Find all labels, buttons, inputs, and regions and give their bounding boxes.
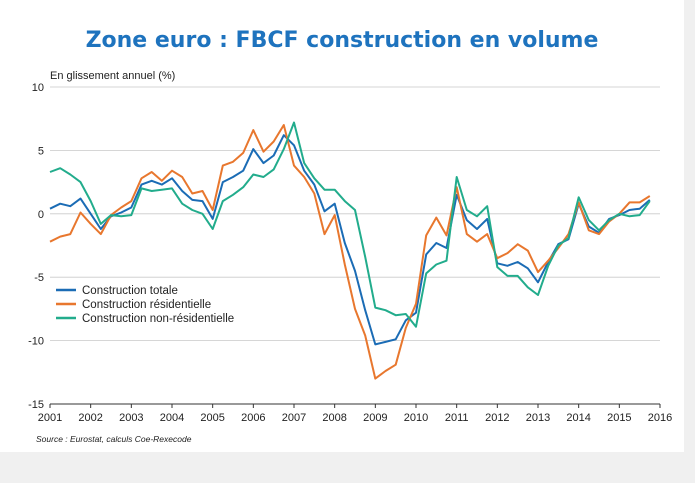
y-tick-label: 5: [38, 145, 44, 157]
y-tick-label: -15: [28, 399, 44, 411]
x-tick-label: 2006: [241, 412, 265, 424]
legend-label: Construction totale: [82, 285, 178, 297]
x-tick-label: 2016: [648, 412, 672, 424]
x-tick-label: 2012: [485, 412, 509, 424]
legend-label: Construction non-résidentielle: [82, 313, 234, 325]
source-note: Source : Eurostat, calculs Coe-Rexecode: [36, 434, 192, 444]
x-tick-label: 2003: [119, 412, 143, 424]
series-line: [49, 124, 651, 380]
x-tick-label: 2011: [445, 412, 469, 424]
x-tick-label: 2015: [607, 412, 631, 424]
x-tick-label: 2001: [38, 412, 62, 424]
x-tick-label: 2013: [526, 412, 550, 424]
x-tick-label: 2005: [200, 412, 224, 424]
x-tick-label: 2009: [363, 412, 387, 424]
x-tick-label: 2010: [404, 412, 428, 424]
chart-card: Zone euro : FBCF construction en volume …: [0, 0, 684, 452]
legend-label: Construction résidentielle: [82, 299, 211, 311]
y-axis-label: En glissement annuel (%): [50, 70, 176, 82]
x-tick-label: 2008: [322, 412, 346, 424]
x-tick-label: 2004: [160, 412, 184, 424]
y-tick-label: 0: [38, 209, 44, 221]
chart-title: Zone euro : FBCF construction en volume: [85, 28, 599, 53]
x-tick-label: 2007: [282, 412, 306, 424]
x-tick-label: 2002: [78, 412, 102, 424]
x-tick-label: 2014: [566, 412, 590, 424]
y-tick-label: 10: [32, 82, 44, 94]
series-line: [49, 121, 651, 328]
y-tick-label: -10: [28, 336, 44, 348]
y-tick-label: -5: [34, 272, 44, 284]
